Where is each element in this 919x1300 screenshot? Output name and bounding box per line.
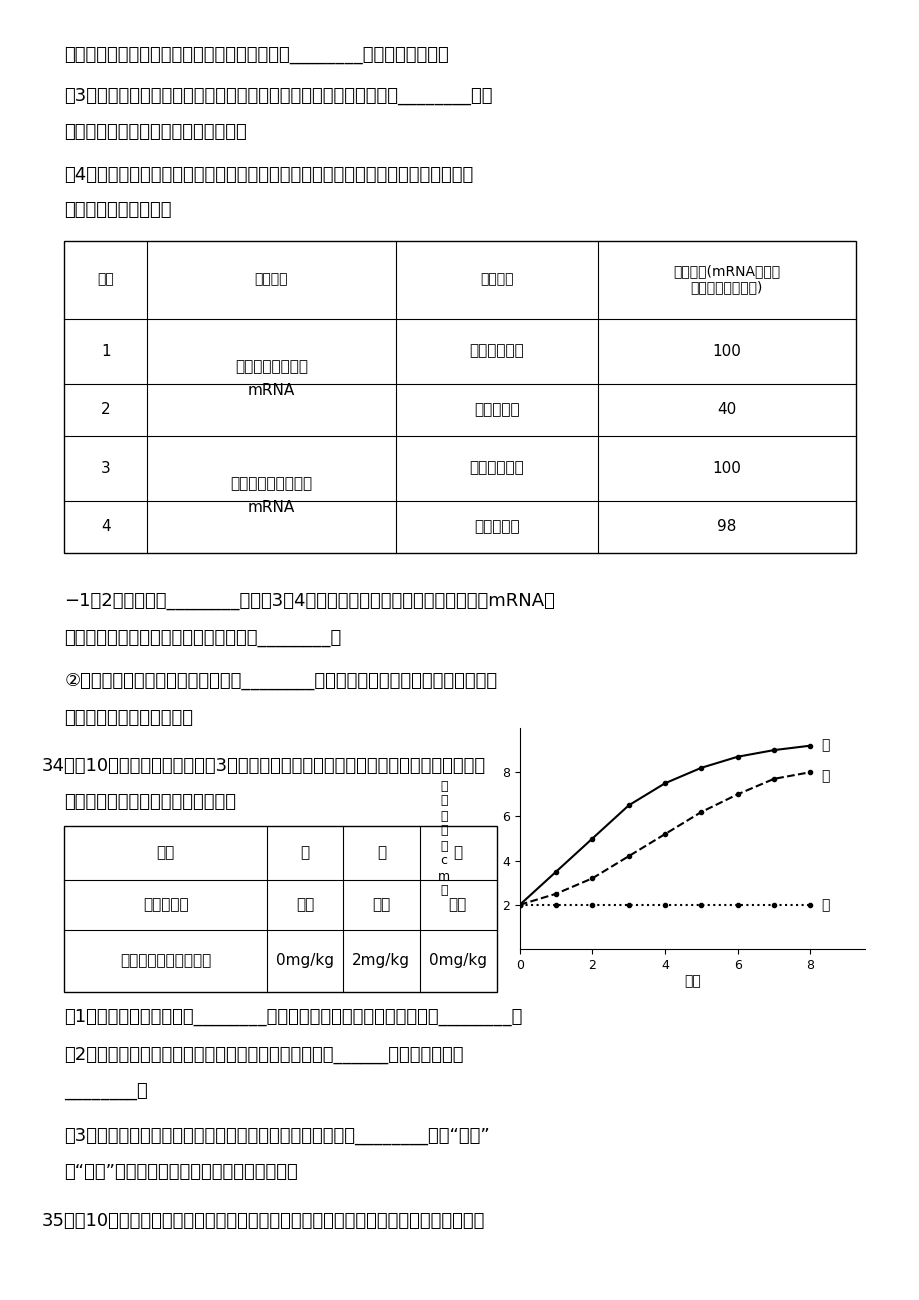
Text: 清除，从而使该物种得以生存和繁衍。: 清除，从而使该物种得以生存和繁衍。 bbox=[64, 124, 247, 142]
Text: 98: 98 bbox=[716, 519, 736, 534]
Text: 40: 40 bbox=[717, 402, 735, 417]
Text: 实验材料: 实验材料 bbox=[255, 273, 288, 286]
Text: 乙: 乙 bbox=[821, 770, 829, 784]
Text: 甲: 甲 bbox=[821, 738, 829, 753]
Text: ________。: ________。 bbox=[64, 1082, 148, 1100]
Text: 2: 2 bbox=[101, 402, 110, 417]
Text: mRNA: mRNA bbox=[247, 499, 295, 515]
Text: 100: 100 bbox=[711, 343, 741, 359]
Text: 丙: 丙 bbox=[453, 845, 461, 861]
Text: （3）痟原虫的主要抗原变异频繁，使痟原虫能避免被宿主免疫系统的________免疫: （3）痟原虫的主要抗原变异频繁，使痟原虫能避免被宿主免疫系统的________免… bbox=[64, 87, 493, 105]
Text: 侧
芽
长
度
（
c
m
）: 侧 芽 长 度 （ c m ） bbox=[437, 780, 449, 897]
Text: 摘除: 摘除 bbox=[296, 897, 313, 913]
Text: （1）生长素的产生部位是________，植株体内生长素的运输方向主要是________。: （1）生长素的产生部位是________，植株体内生长素的运输方向主要是____… bbox=[64, 1008, 522, 1026]
Text: 加入青蜇素: 加入青蜇素 bbox=[473, 402, 519, 417]
X-axis label: 天数: 天数 bbox=[683, 975, 700, 988]
Text: 35．（10分）现有一未受人类干扰的自然湖泊，某研究小组考察了该湖泊中处于食物链最: 35．（10分）现有一未受人类干扰的自然湖泊，某研究小组考察了该湖泊中处于食物链… bbox=[41, 1212, 484, 1230]
Text: 组别: 组别 bbox=[97, 273, 114, 286]
Text: 实验处理: 实验处理 bbox=[480, 273, 513, 286]
Text: 学家进行了如下实验。: 学家进行了如下实验。 bbox=[64, 202, 172, 220]
Text: 或“加强”）植株生长过程中所呈现的上述现象。: 或“加强”）植株生长过程中所呈现的上述现象。 bbox=[64, 1164, 298, 1182]
Text: 结合无明显影响。据此可以得出的结论是________。: 结合无明显影响。据此可以得出的结论是________。 bbox=[64, 629, 341, 647]
Text: 不加入青蜇素: 不加入青蜇素 bbox=[469, 460, 524, 476]
Bar bbox=[64, 240, 855, 552]
Text: 0mg/kg: 0mg/kg bbox=[428, 953, 486, 968]
Text: 保留: 保留 bbox=[372, 897, 390, 913]
Text: 1: 1 bbox=[101, 343, 110, 359]
Text: （4）临床应用青蜇素治疗痟疾取得了巨大成功，但其抗痟机制尚未完全明了。我国科: （4）临床应用青蜇素治疗痟疾取得了巨大成功，但其抗痟机制尚未完全明了。我国科 bbox=[64, 166, 473, 185]
Text: 接的细胞生物学实验证据。: 接的细胞生物学实验证据。 bbox=[64, 708, 193, 727]
Text: 4: 4 bbox=[101, 519, 110, 534]
Text: ②将实验中裸鼠细胞的核糖体替换为________，能为临床应用青蜇素治疗痟疾提供直: ②将实验中裸鼠细胞的核糖体替换为________，能为临床应用青蜇素治疗痟疾提供… bbox=[64, 672, 497, 690]
Text: 保留: 保留 bbox=[448, 897, 466, 913]
Text: 2mg/kg: 2mg/kg bbox=[352, 953, 410, 968]
Text: （3）乙、丙两组结果对照，可证明细胞分裂素的作用可部分________（填“抚消”: （3）乙、丙两组结果对照，可证明细胞分裂素的作用可部分________（填“抚消… bbox=[64, 1127, 490, 1145]
Text: 3: 3 bbox=[101, 460, 110, 476]
Text: 组别: 组别 bbox=[156, 845, 175, 861]
Text: 验结果如下图所示。据此回答问题：: 验结果如下图所示。据此回答问题： bbox=[64, 793, 236, 811]
Text: 34．（10分）　　将甲、乙、世3株大小相近的同种植物，分别作如下表所示的处理，实: 34．（10分） 将甲、乙、世3株大小相近的同种植物，分别作如下表所示的处理，实 bbox=[41, 757, 485, 775]
Text: 乙: 乙 bbox=[377, 845, 385, 861]
Bar bbox=[64, 826, 496, 992]
Text: 甲: 甲 bbox=[301, 845, 309, 861]
Text: 100: 100 bbox=[711, 460, 741, 476]
Text: 痟原虫的核糖体、: 痟原虫的核糖体、 bbox=[234, 359, 308, 374]
Text: 实验结果(mRNA与核糖
体结合率的相对值): 实验结果(mRNA与核糖 体结合率的相对值) bbox=[673, 264, 779, 295]
Text: 丙: 丙 bbox=[821, 898, 829, 911]
Text: 裸鼠细胞的核糖体、: 裸鼠细胞的核糖体、 bbox=[230, 476, 312, 491]
Text: 洸泡细胞分裂素的浓度: 洸泡细胞分裂素的浓度 bbox=[119, 953, 211, 968]
Text: 顶芽的处理: 顶芽的处理 bbox=[142, 897, 188, 913]
Text: −1、2组结果表明________，而〔3、4组结果可知青蜇素对裸鼠细胞核糖体与mRNA的: −1、2组结果表明________，而〔3、4组结果可知青蜇素对裸鼠细胞核糖体与… bbox=[64, 592, 555, 610]
Text: 与痟原虫的代谢产物共同作用于宿主下丘脑中的________中枢，引起发热。: 与痟原虫的代谢产物共同作用于宿主下丘脑中的________中枢，引起发热。 bbox=[64, 46, 448, 64]
Text: （2）甲、丙两组结果对照证明，植株生长过程中存在着______现象，其原因是: （2）甲、丙两组结果对照证明，植株生长过程中存在着______现象，其原因是 bbox=[64, 1046, 463, 1065]
Text: 不加入青蜇素: 不加入青蜇素 bbox=[469, 343, 524, 359]
Text: 0mg/kg: 0mg/kg bbox=[276, 953, 334, 968]
Text: mRNA: mRNA bbox=[247, 382, 295, 398]
Text: 加入青蜇素: 加入青蜇素 bbox=[473, 519, 519, 534]
